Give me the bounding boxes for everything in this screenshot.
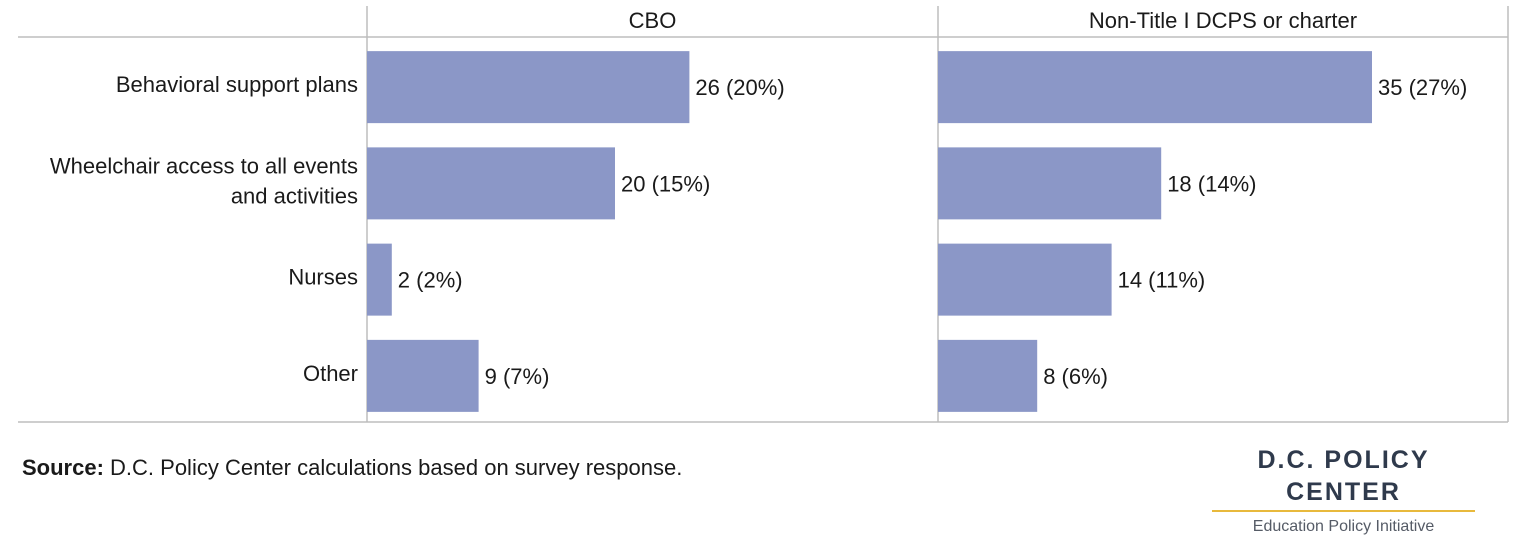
- bar: [367, 339, 479, 412]
- data-label: 14 (11%): [1118, 268, 1206, 293]
- bar: [938, 51, 1372, 124]
- bar: [367, 51, 690, 124]
- category-label: Other: [303, 361, 358, 386]
- brand-rule: [1212, 510, 1475, 512]
- chart: Behavioral support plans Wheelchair acces…: [18, 6, 1509, 423]
- data-label: 9 (7%): [485, 364, 550, 389]
- panel-title: Non-Title I DCPS or charter: [1089, 8, 1357, 33]
- bar: [938, 339, 1038, 412]
- data-label: 35 (27%): [1378, 75, 1467, 100]
- brand-logo: D.C. POLICY CENTER Education Policy Init…: [1196, 444, 1491, 536]
- bar: [938, 243, 1112, 316]
- source-note: Source: D.C. Policy Center calculations …: [22, 455, 682, 481]
- source-label: Source:: [22, 455, 104, 480]
- category-label: Wheelchair access to all events: [50, 153, 358, 178]
- brand-name: D.C. POLICY CENTER: [1257, 446, 1430, 506]
- category-label: Behavioral support plans: [116, 72, 358, 97]
- brand-subtitle: Education Policy Initiative: [1252, 518, 1435, 535]
- category-label: and activities: [231, 183, 358, 208]
- data-label: 8 (6%): [1043, 364, 1108, 389]
- bar: [367, 243, 392, 316]
- panel-title: CBO: [629, 8, 677, 33]
- category-label: Nurses: [288, 265, 358, 290]
- bar: [938, 147, 1162, 220]
- data-label: 20 (15%): [621, 171, 710, 196]
- data-label: 2 (2%): [398, 268, 463, 293]
- data-label: 26 (20%): [695, 75, 784, 100]
- data-label: 18 (14%): [1167, 171, 1256, 196]
- source-text: D.C. Policy Center calculations based on…: [103, 455, 683, 480]
- bar: [367, 147, 615, 220]
